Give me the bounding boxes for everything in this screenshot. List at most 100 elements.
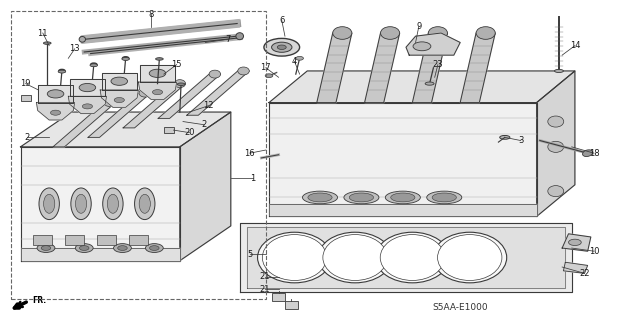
Polygon shape xyxy=(412,33,447,103)
Polygon shape xyxy=(100,90,138,107)
Circle shape xyxy=(111,77,127,85)
Ellipse shape xyxy=(79,246,89,250)
Bar xyxy=(97,235,116,245)
Ellipse shape xyxy=(385,191,420,204)
Ellipse shape xyxy=(139,194,150,213)
Text: 7: 7 xyxy=(225,35,230,44)
Ellipse shape xyxy=(427,191,462,204)
Polygon shape xyxy=(563,262,588,273)
Ellipse shape xyxy=(145,244,163,252)
Polygon shape xyxy=(36,103,75,120)
Polygon shape xyxy=(88,93,150,137)
Ellipse shape xyxy=(139,89,150,97)
Ellipse shape xyxy=(257,232,332,283)
Text: 21: 21 xyxy=(259,285,270,294)
Ellipse shape xyxy=(39,188,60,219)
Polygon shape xyxy=(70,79,105,96)
Ellipse shape xyxy=(41,246,51,250)
Ellipse shape xyxy=(381,27,399,39)
Text: 10: 10 xyxy=(589,247,599,256)
Polygon shape xyxy=(102,72,137,90)
Text: 8: 8 xyxy=(148,10,154,19)
Bar xyxy=(11,11,266,299)
Circle shape xyxy=(51,110,61,115)
Ellipse shape xyxy=(37,244,55,252)
Ellipse shape xyxy=(582,150,593,157)
Text: 1: 1 xyxy=(250,174,256,183)
Ellipse shape xyxy=(433,232,507,283)
Circle shape xyxy=(568,239,581,246)
Text: 16: 16 xyxy=(244,149,255,158)
Circle shape xyxy=(277,45,286,49)
Circle shape xyxy=(114,98,124,103)
Text: 11: 11 xyxy=(38,28,48,38)
Ellipse shape xyxy=(177,83,185,85)
Polygon shape xyxy=(20,248,180,261)
Polygon shape xyxy=(158,74,221,118)
Ellipse shape xyxy=(76,194,86,213)
Ellipse shape xyxy=(554,69,563,72)
Text: S5AA-E1000: S5AA-E1000 xyxy=(433,303,488,312)
Ellipse shape xyxy=(44,42,51,44)
Bar xyxy=(65,235,84,245)
Ellipse shape xyxy=(376,232,449,283)
Circle shape xyxy=(413,42,431,51)
Ellipse shape xyxy=(174,80,186,87)
Ellipse shape xyxy=(71,188,92,219)
Ellipse shape xyxy=(79,36,86,42)
Polygon shape xyxy=(406,33,460,55)
Text: 22: 22 xyxy=(579,269,589,278)
Ellipse shape xyxy=(156,58,163,60)
Text: 21: 21 xyxy=(259,272,270,281)
Ellipse shape xyxy=(323,234,387,280)
Polygon shape xyxy=(180,112,231,261)
Circle shape xyxy=(265,74,273,78)
Circle shape xyxy=(47,90,64,98)
Polygon shape xyxy=(460,33,495,103)
Ellipse shape xyxy=(303,191,337,204)
Text: 2: 2 xyxy=(202,120,207,129)
Text: 5: 5 xyxy=(247,250,253,259)
Text: 3: 3 xyxy=(518,136,524,145)
Ellipse shape xyxy=(432,193,456,202)
Circle shape xyxy=(152,90,163,95)
Ellipse shape xyxy=(349,193,374,202)
Ellipse shape xyxy=(134,188,155,219)
Polygon shape xyxy=(140,65,175,82)
Ellipse shape xyxy=(425,82,434,85)
Ellipse shape xyxy=(548,186,564,197)
Ellipse shape xyxy=(113,244,131,252)
Text: 17: 17 xyxy=(260,63,271,72)
Bar xyxy=(164,127,174,133)
Text: 6: 6 xyxy=(279,16,284,25)
Bar xyxy=(20,95,31,101)
Polygon shape xyxy=(269,71,575,103)
Ellipse shape xyxy=(333,27,352,39)
Polygon shape xyxy=(123,84,186,128)
Ellipse shape xyxy=(102,188,123,219)
Polygon shape xyxy=(269,103,537,216)
Bar xyxy=(272,293,285,301)
Circle shape xyxy=(91,63,97,66)
Polygon shape xyxy=(241,223,572,292)
Circle shape xyxy=(79,84,96,92)
Ellipse shape xyxy=(238,67,249,75)
Ellipse shape xyxy=(150,246,159,250)
Ellipse shape xyxy=(209,70,221,78)
Text: 12: 12 xyxy=(204,101,214,110)
Text: 9: 9 xyxy=(416,22,421,31)
Ellipse shape xyxy=(122,57,129,60)
Circle shape xyxy=(122,57,129,60)
Ellipse shape xyxy=(548,141,564,152)
Polygon shape xyxy=(53,103,115,147)
Ellipse shape xyxy=(344,191,379,204)
Text: 15: 15 xyxy=(172,60,182,69)
Bar xyxy=(285,301,298,309)
Ellipse shape xyxy=(308,193,332,202)
Polygon shape xyxy=(246,227,565,287)
Ellipse shape xyxy=(428,27,447,39)
Ellipse shape xyxy=(262,234,326,280)
Ellipse shape xyxy=(108,194,118,213)
Polygon shape xyxy=(269,204,537,216)
Text: FR.: FR. xyxy=(32,296,46,305)
